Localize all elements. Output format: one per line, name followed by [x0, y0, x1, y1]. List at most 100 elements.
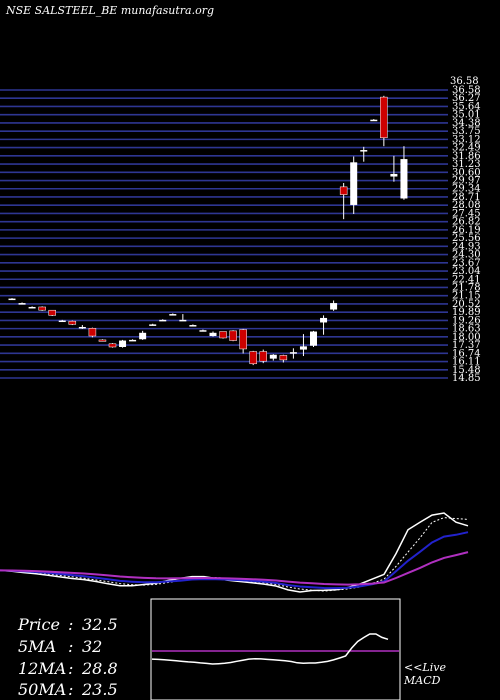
y-tick-label: 33.75: [452, 126, 481, 137]
stat-price-value: 32.5: [82, 615, 118, 634]
y-tick-label: 24.93: [452, 241, 481, 252]
candle-body: [199, 330, 207, 332]
candle-body: [8, 298, 16, 301]
candle-body: [58, 320, 66, 323]
candle-body: [339, 186, 348, 195]
candle-body: [18, 303, 26, 305]
y-tick-label: 23.67: [452, 258, 481, 269]
y-tick-label: 31.23: [452, 159, 481, 170]
candle-body: [169, 314, 177, 316]
y-tick-label: 15.48: [452, 365, 481, 376]
candle-body: [149, 324, 157, 326]
candle-body: [350, 162, 358, 205]
candle-body: [360, 150, 368, 152]
candle-body: [179, 319, 187, 322]
stat-ma12-label: 12MA: [18, 659, 66, 678]
candle-body: [88, 328, 97, 337]
candle-body: [370, 119, 378, 122]
y-tick-label: 31.86: [452, 151, 481, 162]
y-tick-label: 17.37: [452, 340, 481, 351]
y-tick-label: 28.71: [452, 192, 481, 203]
y-tick-label: 30.60: [452, 167, 481, 178]
candle-body: [48, 309, 56, 316]
y-tick-label: 21.78: [452, 282, 481, 293]
candle-body: [390, 173, 398, 177]
candle-body: [239, 329, 247, 350]
y-tick-label: 32.49: [452, 143, 481, 154]
y-tick-label: 36.27: [452, 93, 481, 104]
candle-body: [310, 331, 317, 346]
stat-ma50-label: 50MA: [18, 680, 66, 699]
y-tick-label: 26.19: [452, 225, 481, 236]
y-tick-label: 19.26: [452, 315, 481, 326]
stat-ma50-value: 23.5: [81, 680, 118, 699]
stat-ma50-sep: :: [68, 680, 73, 699]
macd-line: [151, 633, 389, 665]
y-tick-label: 18.63: [452, 324, 481, 335]
y-tick-label: 26.82: [452, 217, 481, 228]
candle-body: [28, 306, 36, 309]
live-label: <<Live: [404, 661, 446, 674]
y-tick-label: 23.04: [452, 266, 481, 277]
candle-body: [259, 351, 267, 362]
y-tick-label: 21.15: [452, 291, 481, 302]
ma-mid-line: [0, 531, 469, 590]
candlestick-series: [8, 95, 408, 366]
candle-body: [330, 303, 338, 310]
y-tick-label: 34.38: [452, 118, 481, 129]
candle-body: [380, 96, 388, 139]
price-grid: [0, 89, 448, 379]
ma-short-dashed-line: [0, 517, 469, 592]
candle-body: [98, 339, 107, 342]
stat-ma5-label: 5MA: [18, 637, 56, 656]
candle-body: [320, 317, 328, 323]
y-tick-label: 29.34: [452, 184, 481, 195]
y-tick-label: 24.30: [452, 250, 481, 261]
candle-body: [119, 340, 127, 348]
y-tick-label: 22.41: [452, 274, 481, 285]
y-tick-label: 14.85: [452, 373, 481, 384]
macd-panel: [150, 598, 401, 700]
candle-body: [189, 325, 197, 327]
stat-ma5-value: 32: [82, 637, 102, 656]
candle-body: [78, 326, 86, 329]
stat-ma12-value: 28.8: [81, 659, 118, 678]
top-price-label: 36.58: [450, 76, 479, 87]
ma-long-line: [0, 551, 469, 586]
stat-ma5-sep: :: [68, 637, 73, 656]
y-tick-label: 36.58: [452, 85, 481, 96]
y-tick-label: 28.08: [452, 200, 481, 211]
candle-body: [129, 339, 137, 342]
candle-body: [219, 331, 227, 339]
candle-body: [139, 332, 147, 340]
moving-average-panel: [0, 512, 469, 593]
candle-body: [289, 352, 297, 354]
candle-body: [279, 355, 288, 361]
macd-label: MACD: [403, 674, 441, 687]
y-tick-label: 27.45: [452, 208, 481, 219]
candle-body: [209, 332, 217, 337]
y-tick-label: 33.12: [452, 134, 481, 145]
price-axis-ticks: 36.5836.2735.6435.0134.3833.7533.1232.49…: [452, 85, 481, 384]
stat-price-label: Price: [17, 615, 60, 634]
candle-body: [229, 330, 237, 341]
candle-body: [38, 306, 46, 311]
candle-body: [249, 351, 257, 365]
candle-body: [108, 343, 117, 348]
y-tick-label: 16.74: [452, 348, 481, 359]
candle-body: [68, 320, 77, 325]
macd-box: [150, 598, 401, 700]
y-tick-label: 16.11: [452, 357, 481, 368]
stat-ma12-sep: :: [68, 659, 73, 678]
stat-price-sep: :: [68, 615, 73, 634]
y-tick-label: 35.01: [452, 110, 481, 121]
y-tick-label: 20.52: [452, 299, 481, 310]
y-tick-label: 18.00: [452, 332, 481, 343]
candle-body: [159, 319, 167, 322]
candle-body: [400, 159, 408, 199]
y-tick-label: 35.64: [452, 101, 481, 112]
candle-body: [299, 346, 307, 350]
candle-body: [269, 354, 277, 359]
